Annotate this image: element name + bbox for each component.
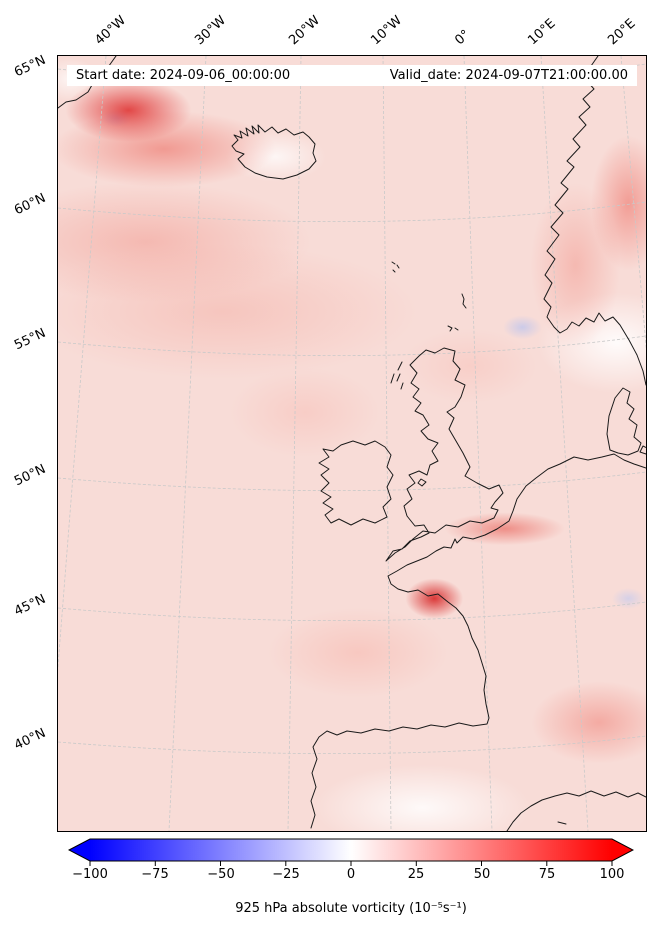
denmark-coast <box>606 387 642 456</box>
y-tick-label: 65°N <box>12 52 49 81</box>
colorbar-body <box>67 838 635 862</box>
colorbar-tick-label: −100 <box>72 867 108 882</box>
ireland-coast <box>318 440 394 526</box>
x-tick-label: 20°W <box>286 13 324 49</box>
isle-of-man <box>417 478 427 487</box>
graticule-and-coastlines <box>58 56 646 831</box>
danish-islands <box>639 445 646 455</box>
mediterranean-coast <box>506 790 646 831</box>
colorbar-tick-label: 25 <box>407 867 425 882</box>
y-tick-label: 45°N <box>12 591 49 620</box>
colorbar-tick-label: −25 <box>272 867 300 882</box>
colorbar-tick-marks <box>89 861 613 866</box>
x-tick-label: 10°E <box>525 16 559 49</box>
colorbar-tick-label: 100 <box>599 867 625 882</box>
y-tick-label: 55°N <box>12 325 49 354</box>
colorbar-gradient <box>67 838 635 866</box>
graticule-gridlines <box>58 56 646 831</box>
coastlines <box>58 56 646 831</box>
colorbar <box>67 838 635 868</box>
norway-coast <box>543 56 646 386</box>
vorticity-field <box>58 56 646 831</box>
colorbar-tick-label: 0 <box>346 867 356 882</box>
continental-europe-coast <box>310 453 646 829</box>
y-tick-label: 50°N <box>12 461 49 490</box>
faroe-islands <box>391 261 400 273</box>
date-header: Start date: 2024-09-06_00:00:00 Valid_da… <box>67 65 637 86</box>
colorbar-tick-label: −75 <box>141 867 169 882</box>
colorbar-caption: 925 hPa absolute vorticity (10⁻⁵s⁻¹) <box>235 901 467 916</box>
start-date-label: Start date: 2024-09-06_00:00:00 <box>76 68 291 83</box>
colorbar-tick-label: −50 <box>207 867 235 882</box>
balearic-islet <box>557 821 567 825</box>
shetland-islands <box>461 293 467 309</box>
orkney-islands <box>447 325 459 332</box>
x-tick-label: 10°W <box>368 13 406 49</box>
great-britain-coast <box>385 347 504 562</box>
colorbar-tick-label: 50 <box>473 867 491 882</box>
hebrides-islands <box>390 361 404 390</box>
x-tick-label: 40°W <box>92 13 130 49</box>
valid-date-label: Valid_date: 2024-09-07T21:00:00.00 <box>389 68 628 83</box>
colorbar-tick-label: 75 <box>538 867 556 882</box>
iceland-coast <box>231 124 317 180</box>
x-tick-label: 0° <box>452 27 474 49</box>
x-tick-label: 20°E <box>605 16 639 49</box>
y-tick-label: 40°N <box>12 725 49 754</box>
map-plot-area: Start date: 2024-09-06_00:00:00 Valid_da… <box>57 55 647 832</box>
y-tick-label: 60°N <box>12 190 49 219</box>
x-tick-label: 30°W <box>192 13 230 49</box>
